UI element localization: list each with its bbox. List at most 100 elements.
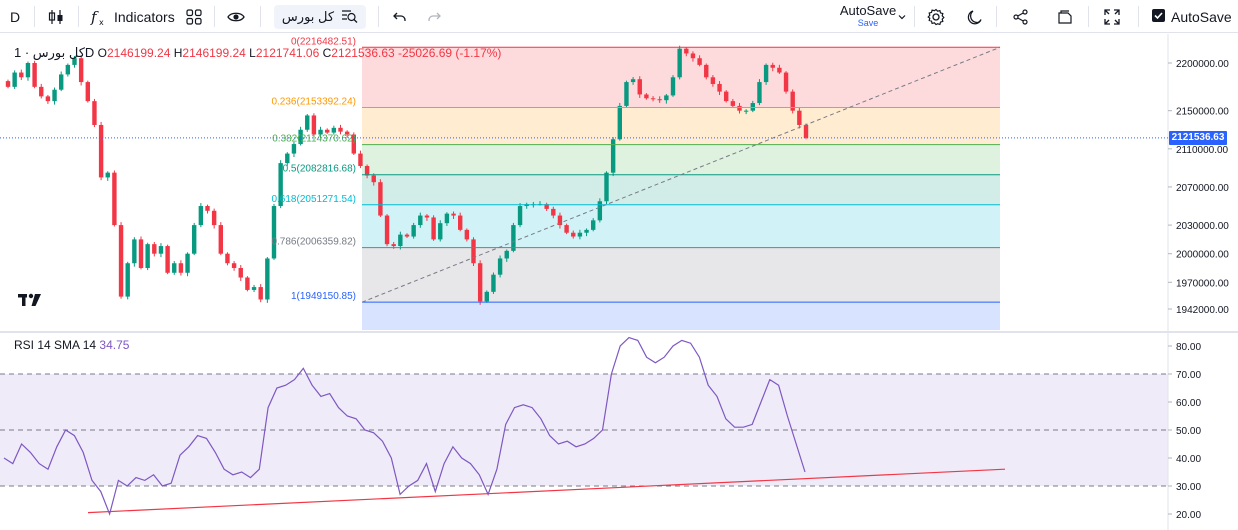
candle-body bbox=[132, 239, 137, 264]
rsi-trendline bbox=[87, 468, 1006, 514]
fib-overlay: 0(2216482.51) 0.236(2153392.24) 0.382(2114… bbox=[0, 36, 1168, 303]
interval-label: D bbox=[10, 8, 21, 25]
eye-icon bbox=[226, 7, 246, 27]
candle-body bbox=[92, 101, 97, 125]
moon-icon bbox=[966, 8, 984, 26]
candle-body bbox=[218, 225, 223, 254]
candle-body bbox=[584, 229, 589, 233]
candle-body bbox=[451, 213, 456, 216]
rsi-legend-value: 34.75 bbox=[99, 338, 130, 352]
price-axis-label: 2150000.00 bbox=[1176, 107, 1229, 118]
candle-body bbox=[471, 239, 476, 264]
candle-body bbox=[384, 215, 390, 245]
redo-icon bbox=[426, 9, 442, 25]
candle-body bbox=[391, 244, 396, 247]
templates-button[interactable] bbox=[185, 0, 203, 33]
rsi-legend-label[interactable]: RSI 14 SMA 14 bbox=[14, 338, 97, 352]
candle-body bbox=[351, 134, 356, 154]
candle-body bbox=[684, 48, 689, 54]
change-value: -25026.69 (-1.17%) bbox=[398, 46, 502, 60]
candle-body bbox=[185, 253, 190, 273]
camera-icon bbox=[1056, 8, 1074, 26]
autosave-checkbox-label[interactable]: AutoSave bbox=[1171, 0, 1232, 33]
rsi-axis-label: 50.00 bbox=[1176, 426, 1201, 437]
fib-level-label: 0.382(2114370.62) bbox=[272, 134, 356, 145]
candle-body bbox=[670, 77, 676, 96]
autosave-checkbox[interactable] bbox=[1152, 9, 1165, 22]
interval-button[interactable]: D bbox=[10, 0, 20, 33]
fib-retracement-zones[interactable] bbox=[362, 47, 1000, 330]
candle-body bbox=[78, 58, 84, 83]
fib-zone bbox=[362, 247, 1000, 303]
price-axis-label: 2070000.00 bbox=[1176, 183, 1229, 194]
candle-body bbox=[271, 206, 277, 259]
candle-body bbox=[657, 99, 662, 101]
candle-body bbox=[325, 129, 330, 133]
fullscreen-button[interactable] bbox=[1103, 0, 1121, 33]
visibility-button[interactable] bbox=[226, 0, 246, 33]
candle-body bbox=[344, 131, 350, 135]
candle-body bbox=[458, 215, 463, 230]
open-label: O bbox=[97, 46, 107, 60]
candle-body bbox=[231, 263, 237, 268]
settings-button[interactable] bbox=[926, 0, 946, 33]
candle-body bbox=[803, 124, 809, 138]
candle-body bbox=[305, 115, 310, 130]
candle-body bbox=[178, 263, 184, 273]
undo-button[interactable] bbox=[392, 0, 408, 33]
redo-button[interactable] bbox=[426, 0, 442, 33]
candle-body bbox=[624, 82, 629, 106]
theme-toggle-button[interactable] bbox=[966, 0, 984, 33]
share-button[interactable] bbox=[1012, 0, 1030, 33]
chart-style-button[interactable] bbox=[46, 0, 66, 33]
toolbar-divider bbox=[378, 6, 379, 27]
open-value: 2146199.24 bbox=[107, 46, 171, 60]
symbol-name: کل بورس bbox=[281, 9, 335, 24]
candlestick-series bbox=[5, 45, 809, 305]
fib-level-label: 0.786(2006359.82) bbox=[271, 237, 356, 248]
candle-body bbox=[238, 268, 243, 278]
candle-body bbox=[497, 258, 503, 275]
candle-body bbox=[790, 91, 795, 111]
candle-body bbox=[358, 153, 363, 166]
tradingview-logo-icon[interactable] bbox=[18, 293, 42, 312]
candle-body bbox=[431, 217, 436, 240]
candle-body bbox=[52, 89, 57, 102]
rsi-axis[interactable]: 80.00 70.00 60.00 50.00 40.00 30.00 20.00 bbox=[1167, 333, 1201, 530]
current-price-badge: 2121536.63 bbox=[1169, 130, 1227, 145]
candle-body bbox=[724, 91, 729, 102]
price-axis-label: 2030000.00 bbox=[1176, 221, 1229, 232]
candle-body bbox=[98, 124, 104, 178]
candle-body bbox=[285, 153, 290, 164]
autosave-menu-button[interactable]: AutoSave Save bbox=[828, 3, 908, 31]
candle-body bbox=[158, 246, 164, 254]
candle-body bbox=[511, 225, 516, 251]
high-value: 2146199.24 bbox=[182, 46, 246, 60]
candles-icon bbox=[46, 7, 66, 27]
pane-separator[interactable] bbox=[0, 331, 1238, 333]
candle-body bbox=[411, 225, 416, 237]
symbol-search-button[interactable]: کل بورس bbox=[274, 5, 366, 29]
candle-body bbox=[710, 77, 716, 84]
fib-level-label: 0(2216482.51) bbox=[291, 36, 356, 47]
price-chart[interactable]: 2200000.00 2150000.00 2110000.00 2070000.00… bbox=[0, 34, 1238, 331]
candle-body bbox=[32, 63, 37, 87]
rsi-chart[interactable]: 80.00 70.00 60.00 50.00 40.00 30.00 20.00 bbox=[0, 333, 1238, 530]
fib-zone bbox=[362, 107, 1000, 145]
candle-body bbox=[517, 206, 523, 226]
candle-body bbox=[591, 220, 596, 230]
price-axis-label: 2110000.00 bbox=[1176, 145, 1229, 156]
candle-body bbox=[444, 213, 450, 224]
toolbar-divider bbox=[1088, 6, 1089, 27]
autosave-title: AutoSave bbox=[839, 3, 897, 18]
autosave-dropdown[interactable] bbox=[897, 0, 907, 33]
snapshot-button[interactable] bbox=[1056, 0, 1074, 33]
candle-body bbox=[105, 172, 110, 178]
indicators-label: Indicators bbox=[114, 8, 175, 25]
rsi-axis-label: 40.00 bbox=[1176, 454, 1201, 465]
legend-symbol[interactable]: کل بورس · 1D bbox=[14, 45, 95, 60]
price-axis[interactable]: 2200000.00 2150000.00 2110000.00 2070000.00… bbox=[1167, 34, 1229, 331]
candle-body bbox=[19, 72, 24, 78]
candle-body bbox=[138, 239, 144, 268]
